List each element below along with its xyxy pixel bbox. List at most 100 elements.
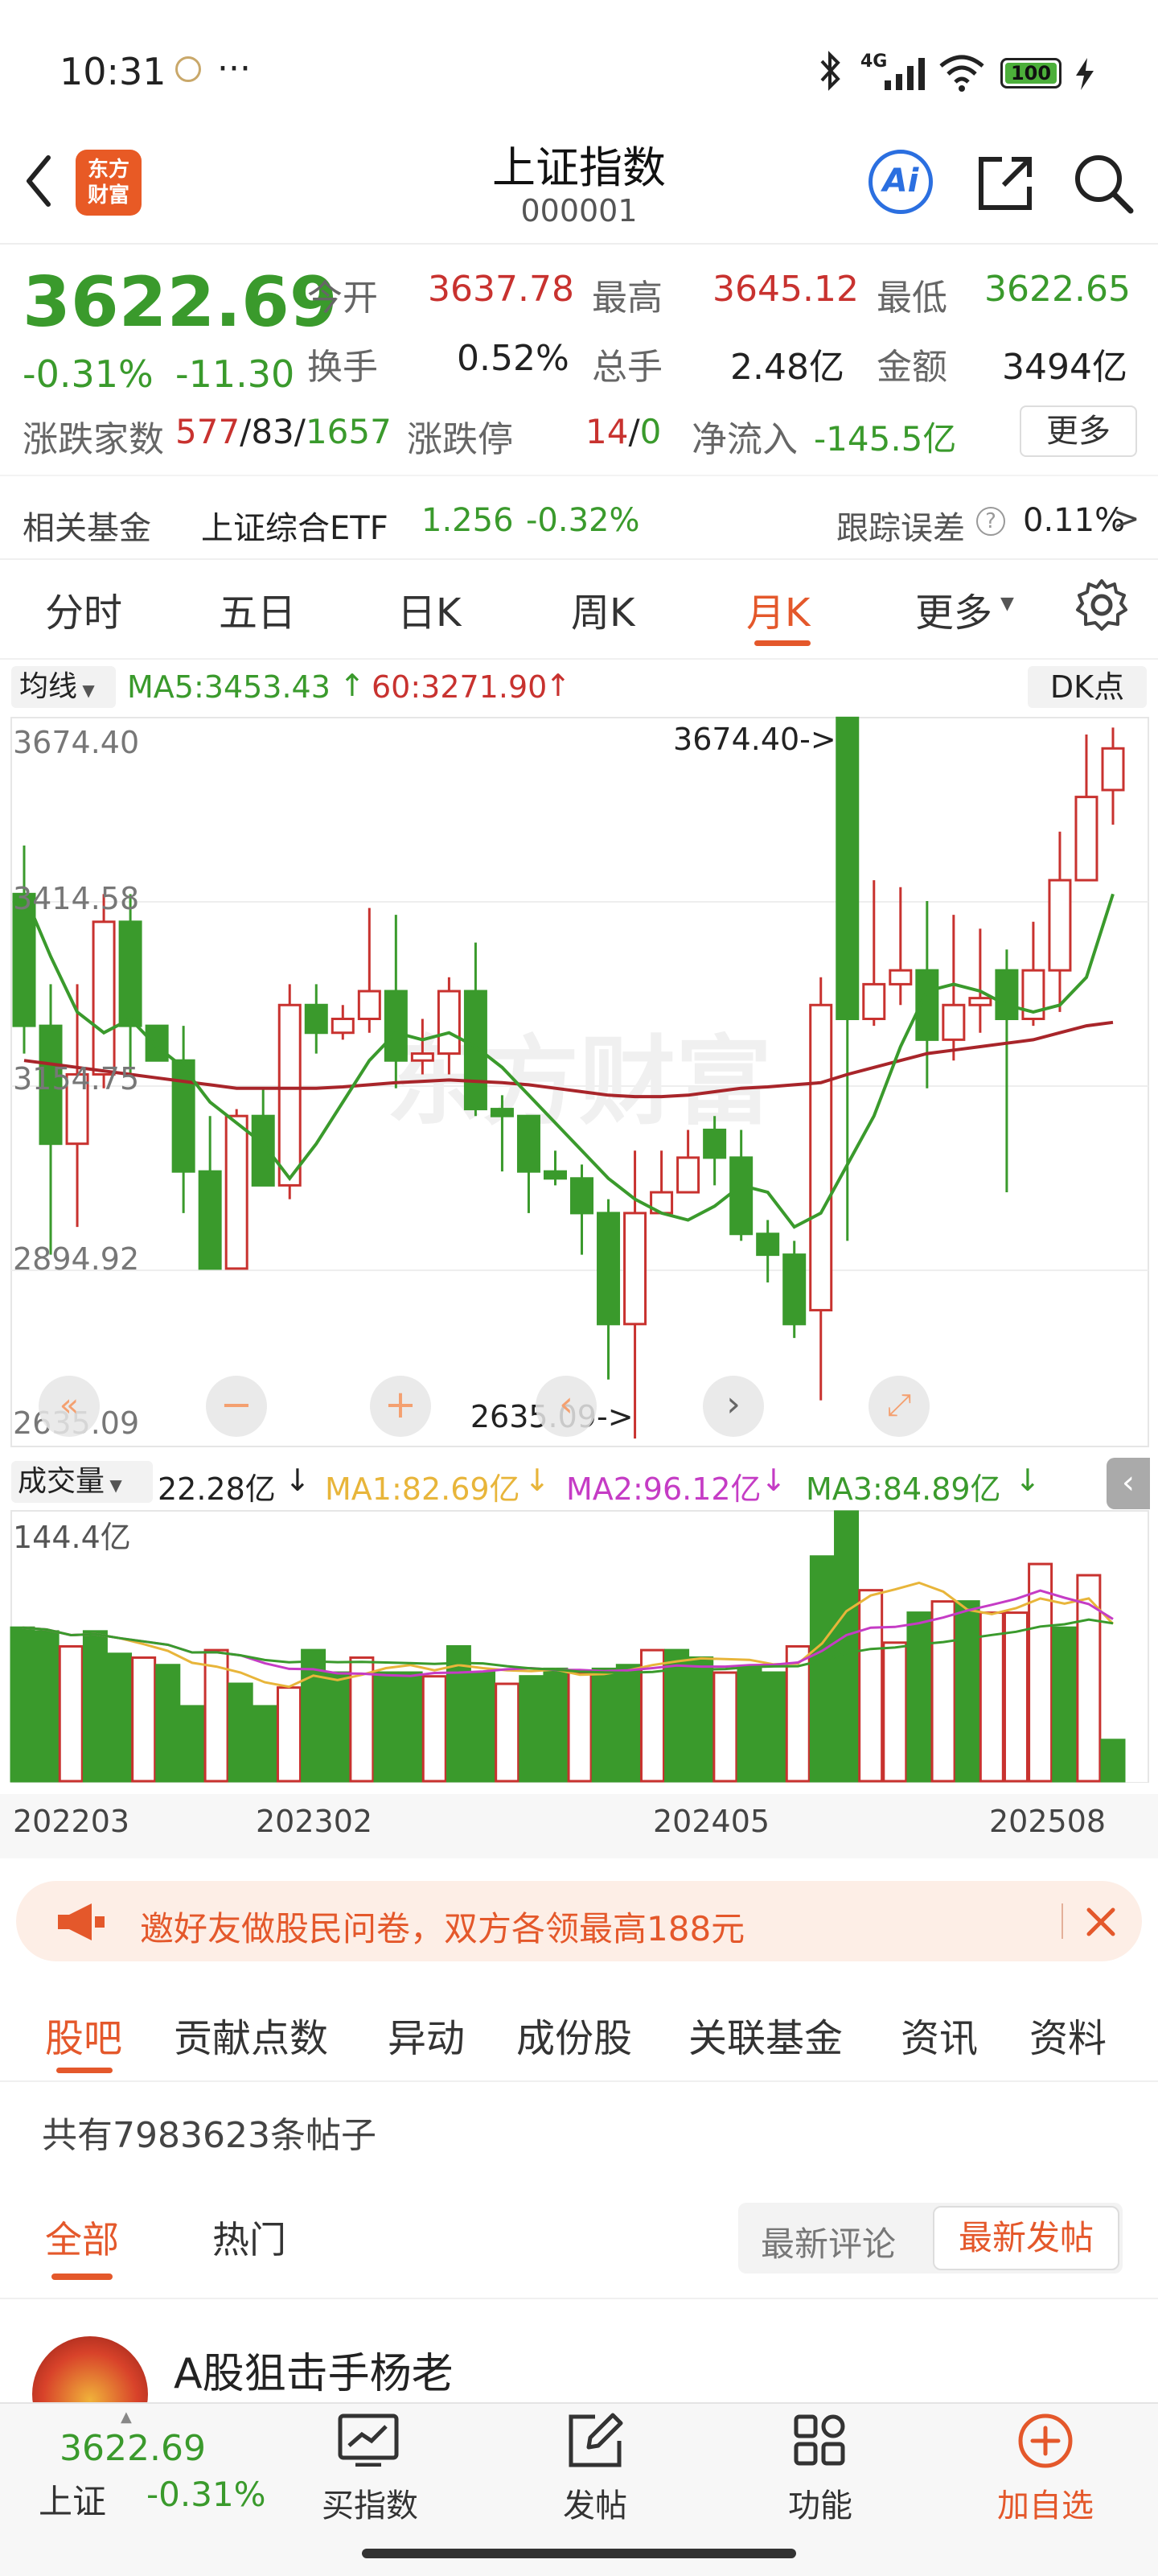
collapse-panel-button[interactable]: ‹	[1107, 1458, 1150, 1509]
candle	[304, 984, 328, 1054]
forum-tab-points[interactable]: 贡献点数	[174, 2016, 329, 2061]
candle	[942, 915, 966, 1061]
scroll-right-button[interactable]: ›	[703, 1376, 764, 1437]
change-percent: -0.31%	[23, 352, 154, 396]
x-label-3: 202405	[653, 1804, 770, 1839]
candle-body	[65, 1072, 89, 1146]
forum-tab-guba[interactable]: 股吧	[45, 2016, 123, 2061]
forum-tab-movers[interactable]: 异动	[388, 2016, 466, 2061]
candle-body	[756, 1232, 780, 1257]
volume-bar	[737, 1667, 762, 1783]
brand-logo[interactable]: 东方 财富	[76, 150, 142, 216]
author-name[interactable]: A股狙击手杨老	[174, 2350, 454, 2398]
forum-tab-news[interactable]: 资讯	[901, 2016, 979, 2061]
volume-selector[interactable]: 成交量 ▼	[11, 1461, 153, 1503]
forum-tab-funds[interactable]: 关联基金	[688, 2016, 844, 2061]
notification-icon	[175, 56, 201, 82]
candle-body	[516, 1114, 540, 1173]
zoom-in-button[interactable]: +	[370, 1376, 431, 1437]
scroll-first-button[interactable]: «	[39, 1376, 100, 1437]
candle-body	[995, 969, 1019, 1021]
tab-more[interactable]: 更多	[915, 591, 993, 636]
y-tick-label: 2894.92	[13, 1241, 139, 1277]
candlestick-chart[interactable]: 东方财富 3674.403414.583154.752894.922635.09…	[0, 713, 1158, 1453]
limit-up-count: 14	[585, 412, 629, 451]
network-type: 4G	[860, 51, 888, 72]
close-icon[interactable]	[1086, 1907, 1116, 1937]
volume-ma3-line	[22, 1618, 1114, 1674]
candle	[331, 1005, 355, 1040]
dk-button[interactable]: DK点	[1028, 666, 1147, 708]
add-watchlist-button[interactable]: 加自选	[965, 2404, 1126, 2525]
volume-bar	[1100, 1739, 1126, 1783]
ma60-line	[23, 1020, 1114, 1099]
sort-latest-comment[interactable]: 最新评论	[761, 2224, 897, 2264]
bottom-index-price: 3622.69	[60, 2428, 206, 2469]
related-fund-row[interactable]: 相关基金 上证综合ETF 1.256 -0.32% 跟踪误差 ? 0.11% >	[0, 483, 1158, 555]
volume-bar	[1028, 1562, 1053, 1783]
tab-daily-k[interactable]: 日K	[397, 591, 462, 636]
ma-selector[interactable]: 均线 ▼	[11, 666, 116, 708]
page-title: 上证指数	[492, 142, 666, 193]
tracking-label: 跟踪误差	[836, 510, 965, 547]
candle	[836, 716, 860, 1241]
sort-latest-post-button[interactable]: 最新发帖	[933, 2206, 1119, 2270]
post-item[interactable]: A股狙击手杨老	[0, 2317, 1158, 2452]
volume-ma2: MA2:96.12亿	[566, 1471, 762, 1507]
settings-gear-icon[interactable]	[1074, 578, 1129, 632]
current-price: 3622.69	[23, 262, 338, 343]
volume-ma1-trend-icon: ↓	[524, 1463, 550, 1498]
volume-bar	[688, 1656, 714, 1783]
value-open: 3637.78	[428, 269, 574, 310]
filter-hot[interactable]: 热门	[212, 2218, 286, 2261]
tab-monthly-k[interactable]: 月K	[746, 591, 811, 636]
candle	[516, 1114, 540, 1213]
new-post-button[interactable]: 发帖	[515, 2404, 676, 2525]
volume-bar	[1003, 1611, 1029, 1783]
banner-text: 邀好友做股民问卷，双方各领最高188元	[140, 1909, 745, 1948]
candle	[650, 1150, 674, 1215]
caret-down-icon: ▼	[1000, 594, 1014, 614]
scroll-left-button[interactable]: ‹	[536, 1376, 597, 1437]
forum-tab-constituents[interactable]: 成份股	[516, 2016, 633, 2061]
value-low: 3622.65	[984, 269, 1131, 310]
battery-level: 100	[1010, 62, 1052, 84]
candle-body	[92, 920, 116, 1076]
home-indicator	[362, 2549, 796, 2558]
candle-body	[1101, 747, 1125, 792]
help-icon[interactable]: ?	[976, 507, 1005, 536]
features-button[interactable]: 功能	[740, 2404, 901, 2525]
candle	[782, 1241, 807, 1339]
volume-bar	[761, 1671, 786, 1783]
candle	[198, 1116, 222, 1270]
volume-selector-label: 成交量	[18, 1465, 105, 1498]
candle	[384, 915, 408, 1088]
candle	[729, 1130, 754, 1241]
back-icon[interactable]	[23, 153, 55, 209]
filter-all[interactable]: 全部	[45, 2218, 119, 2261]
status-bar: 10:31 ··· 4G 100	[0, 0, 1158, 121]
promo-banner[interactable]: 邀好友做股民问卷，双方各领最高188元	[16, 1881, 1142, 1961]
bottom-index-quote[interactable]: ▲ 3622.69 上证 -0.31%	[0, 2404, 273, 2521]
forum-tab-info[interactable]: 资料	[1029, 2016, 1107, 2061]
fullscreen-button[interactable]: ⤢	[868, 1376, 930, 1437]
tab-intraday[interactable]: 分时	[45, 591, 123, 636]
zoom-out-button[interactable]: −	[206, 1376, 267, 1437]
volume-y-label: 144.4亿	[13, 1520, 131, 1555]
label-turnover: 换手	[307, 347, 378, 388]
search-icon[interactable]	[1071, 151, 1135, 216]
stock-code: 000001	[520, 193, 638, 228]
volume-bar	[421, 1675, 447, 1783]
tab-weekly-k[interactable]: 周K	[571, 591, 635, 636]
tab-five-day[interactable]: 五日	[219, 591, 297, 636]
ai-button[interactable]: Ai	[868, 150, 933, 214]
volume-bar	[930, 1600, 956, 1783]
candle-body	[836, 716, 860, 1021]
buy-index-button[interactable]: 买指数	[290, 2404, 450, 2525]
volume-chart[interactable]: 144.4亿	[0, 1509, 1158, 1783]
more-button[interactable]: 更多	[1020, 405, 1137, 457]
forum-tabs: 股吧 贡献点数 异动 成份股 关联基金 资讯 资料	[0, 1990, 1158, 2079]
value-volume: 2.48亿	[730, 347, 844, 388]
share-icon[interactable]	[975, 153, 1036, 214]
volume-bar	[131, 1656, 157, 1783]
